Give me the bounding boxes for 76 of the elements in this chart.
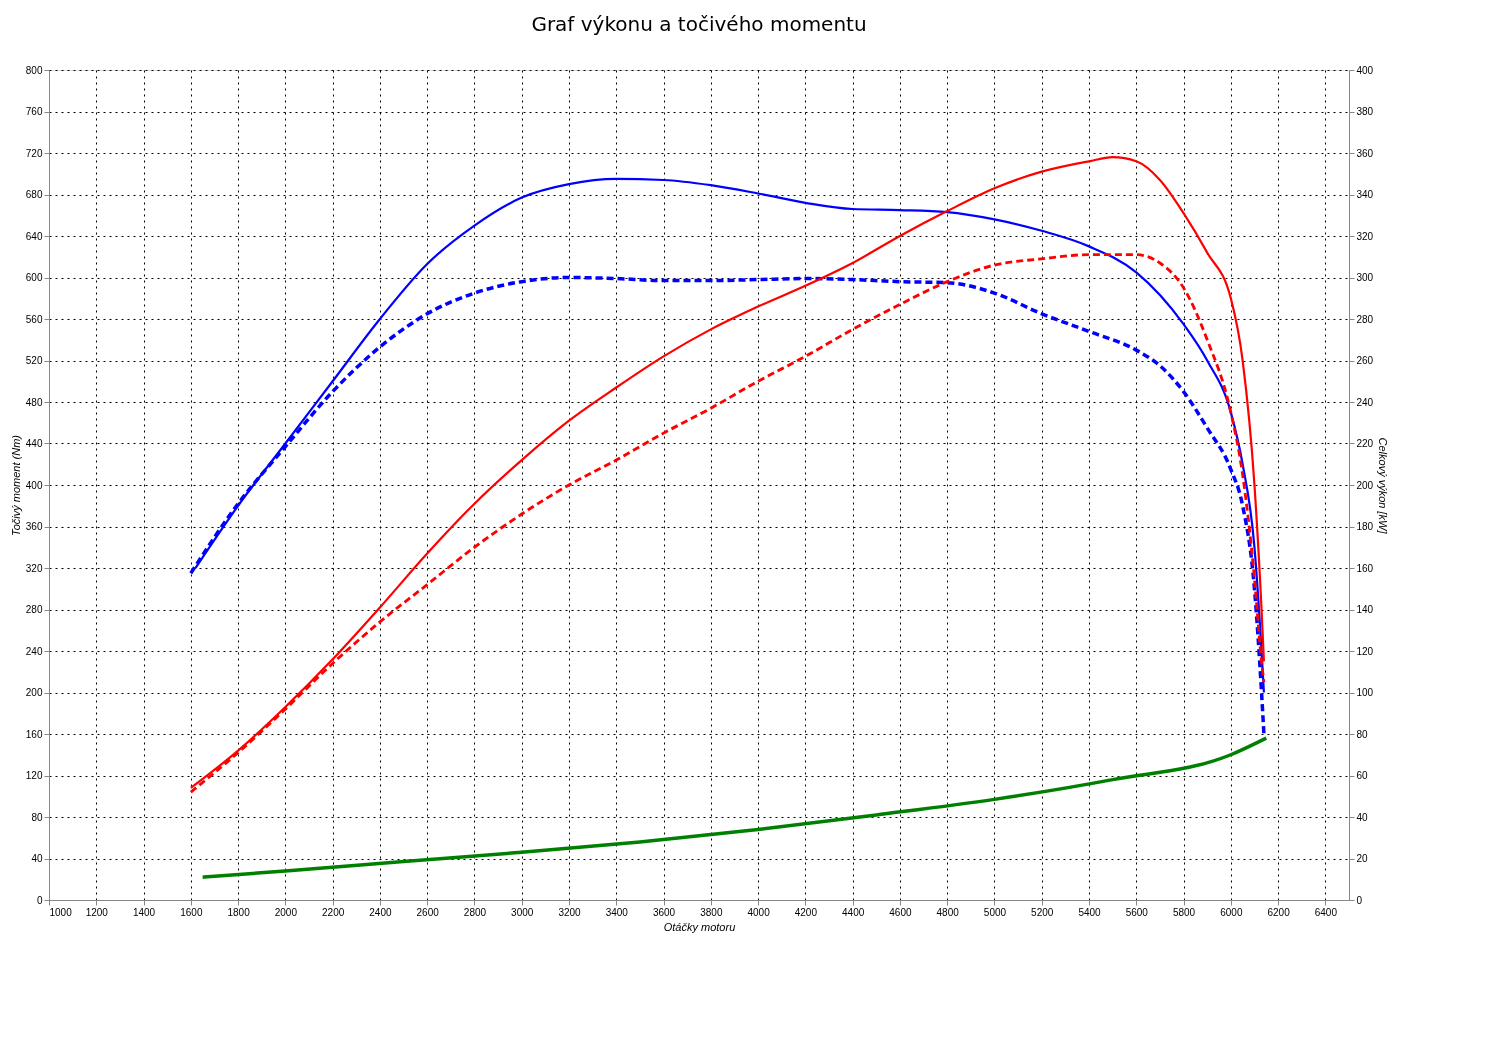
x-tick-label: 5400 [1078, 906, 1102, 918]
y2-tick-label: 280 [1356, 313, 1374, 325]
x-tick-label: 4000 [747, 906, 771, 918]
x-tick-label: 6000 [1220, 906, 1243, 918]
y-tick-label: 560 [25, 313, 43, 325]
y-tick-label: 320 [25, 562, 43, 574]
y-tick-label: 120 [25, 770, 43, 781]
y-tick-label: 200 [25, 687, 43, 698]
y-tick-label: 40 [31, 853, 43, 864]
line-series [200, 736, 1269, 879]
y-tick-label: 0 [36, 894, 43, 906]
y2-tick-label: 140 [1356, 604, 1374, 615]
x-axis-title: Otáčky motoru [663, 920, 736, 933]
x-tick-label: 5000 [983, 906, 1007, 918]
x-tick-label: 4800 [936, 906, 960, 918]
y-tick-label: 600 [25, 272, 43, 283]
line-series [189, 156, 1266, 790]
y-tick-label: 760 [25, 106, 43, 117]
y2-tick-label: 220 [1356, 438, 1374, 449]
x-tick-label: 1800 [227, 906, 251, 918]
x-tick-label: 5600 [1125, 906, 1149, 918]
x-tick-label: 6400 [1314, 906, 1338, 918]
y2-axis-title: Celkový výkon [kW] [1377, 437, 1390, 535]
y2-tick-label: 20 [1356, 853, 1369, 864]
y2-tick-label: 400 [1356, 64, 1374, 76]
y-tick-label: 640 [25, 230, 43, 242]
x-tick-label: 3600 [652, 906, 676, 918]
y2-tick-label: 60 [1356, 770, 1369, 781]
y-tick-label: 280 [25, 604, 43, 615]
y2-tick-label: 320 [1356, 230, 1374, 242]
y2-tick-label: 200 [1356, 479, 1374, 491]
x-tick-label: 3000 [511, 906, 534, 918]
y2-tick-label: 120 [1356, 645, 1374, 657]
y-tick-label: 80 [31, 811, 43, 823]
x-tick-label: 2200 [322, 906, 345, 918]
y2-tick-label: 240 [1356, 396, 1374, 408]
y2-tick-label: 340 [1356, 189, 1374, 200]
x-tick-label: 5800 [1172, 906, 1196, 918]
y2-tick-label: 180 [1356, 521, 1374, 532]
y2-tick-label: 80 [1356, 728, 1369, 740]
x-tick-label: 2600 [416, 906, 440, 918]
y-axis-title: Točivý moment (Nm) [9, 434, 22, 537]
x-tick-label: 4600 [889, 906, 912, 918]
x-tick-label: 3400 [605, 906, 629, 918]
x-tick-label: 1400 [132, 906, 156, 918]
x-tick-label: 3200 [558, 906, 582, 918]
y-tick-label: 800 [25, 64, 43, 76]
x-tick-label: 2400 [369, 906, 392, 918]
y-tick-label: 360 [25, 521, 43, 532]
y-tick-label: 520 [25, 355, 43, 366]
y-tick-label: 400 [25, 479, 43, 491]
y2-tick-label: 0 [1356, 894, 1363, 906]
x-tick-label: 1000 [49, 906, 73, 918]
x-tick-label: 6200 [1267, 906, 1291, 918]
y2-tick-label: 100 [1356, 687, 1374, 698]
chart-title: Graf výkonu a točivého momentu [531, 12, 867, 36]
y2-tick-label: 380 [1356, 106, 1374, 117]
y2-tick-label: 360 [1356, 147, 1374, 159]
x-tick-label: 2800 [463, 906, 487, 918]
y2-tick-label: 260 [1356, 355, 1374, 366]
y-tick-label: 680 [25, 189, 43, 200]
y-tick-label: 240 [25, 645, 43, 657]
y2-tick-label: 40 [1356, 811, 1369, 823]
x-tick-label: 1200 [85, 906, 109, 918]
y2-tick-label: 160 [1356, 562, 1374, 574]
x-tick-label: 5200 [1031, 906, 1054, 918]
x-tick-label: 2000 [274, 906, 298, 918]
y-tick-label: 440 [25, 438, 43, 449]
x-tick-label: 4200 [794, 906, 818, 918]
x-tick-label: 3800 [700, 906, 723, 918]
y2-tick-label: 300 [1356, 272, 1374, 283]
y-tick-label: 160 [25, 728, 43, 740]
x-tick-label: 1600 [180, 906, 203, 918]
x-tick-label: 4400 [842, 906, 865, 918]
y-tick-label: 480 [25, 396, 43, 408]
y-tick-label: 720 [25, 147, 43, 159]
